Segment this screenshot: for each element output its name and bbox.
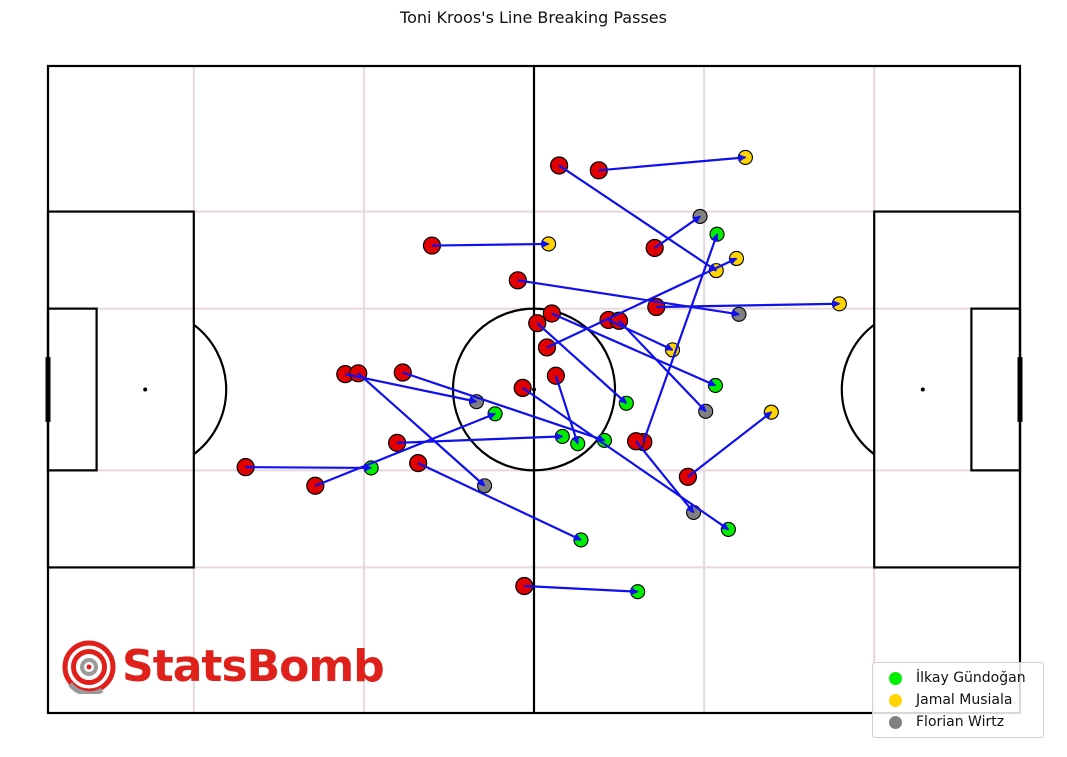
pass-arrow (536, 322, 628, 405)
pass-arrow (345, 373, 478, 405)
pass-arrow (554, 375, 580, 445)
legend-label: Jamal Musiala (916, 692, 1013, 708)
statsbomb-logo: StatsBomb (62, 640, 385, 694)
pitch-markings (45, 64, 1023, 715)
penalty-arc-right (840, 323, 875, 456)
pass-arrow (558, 164, 718, 272)
six-yard-box-left (46, 307, 98, 472)
pass-arrow (314, 412, 497, 487)
penalty-area-left (46, 210, 195, 569)
pass-points (236, 149, 847, 600)
center-spot (532, 387, 536, 392)
statsbomb-target-icon (62, 640, 116, 694)
pass-arrow (357, 372, 486, 487)
legend-item-musiala: Jamal Musiala (881, 689, 1035, 711)
pass-arrows (245, 154, 841, 596)
legend-item-gundogan: İlkay Gündoğan (881, 667, 1035, 689)
pass-arrow (524, 584, 639, 596)
pass-arrow (654, 215, 701, 249)
statsbomb-wordmark: StatsBomb (122, 641, 385, 692)
pass-arrow (635, 440, 695, 514)
pass-arrow (546, 257, 738, 349)
pass-arrow (618, 319, 707, 413)
chart-legend: İlkay Gündoğan Jamal Musiala Florian Wir… (872, 662, 1044, 738)
penalty-arc-left (193, 323, 228, 456)
pass-arrow (608, 318, 674, 351)
legend-label: Florian Wirtz (916, 714, 1005, 730)
pass-arrow (402, 371, 606, 443)
pass-arrow (598, 154, 747, 172)
pass-arrow (397, 432, 564, 444)
pass-arrow (431, 240, 550, 249)
pass-arrow (245, 463, 373, 472)
penalty-spot-left (143, 387, 148, 392)
pass-arrow (687, 411, 773, 478)
pass-arrow (417, 462, 582, 541)
pass-arrow (642, 233, 719, 443)
pass-arrow (551, 312, 717, 387)
pass-arrow (517, 279, 740, 318)
penalty-area-right (873, 210, 1022, 569)
legend-marker (889, 715, 902, 729)
penalty-spot-right (920, 387, 925, 392)
legend-marker (889, 693, 902, 707)
chart-title: Toni Kroos's Line Breaking Passes (400, 8, 667, 27)
legend-item-wirtz: Florian Wirtz (881, 711, 1035, 733)
legend-label: İlkay Gündoğan (916, 670, 1026, 686)
six-yard-box-right (970, 307, 1022, 472)
legend-marker (889, 671, 902, 685)
